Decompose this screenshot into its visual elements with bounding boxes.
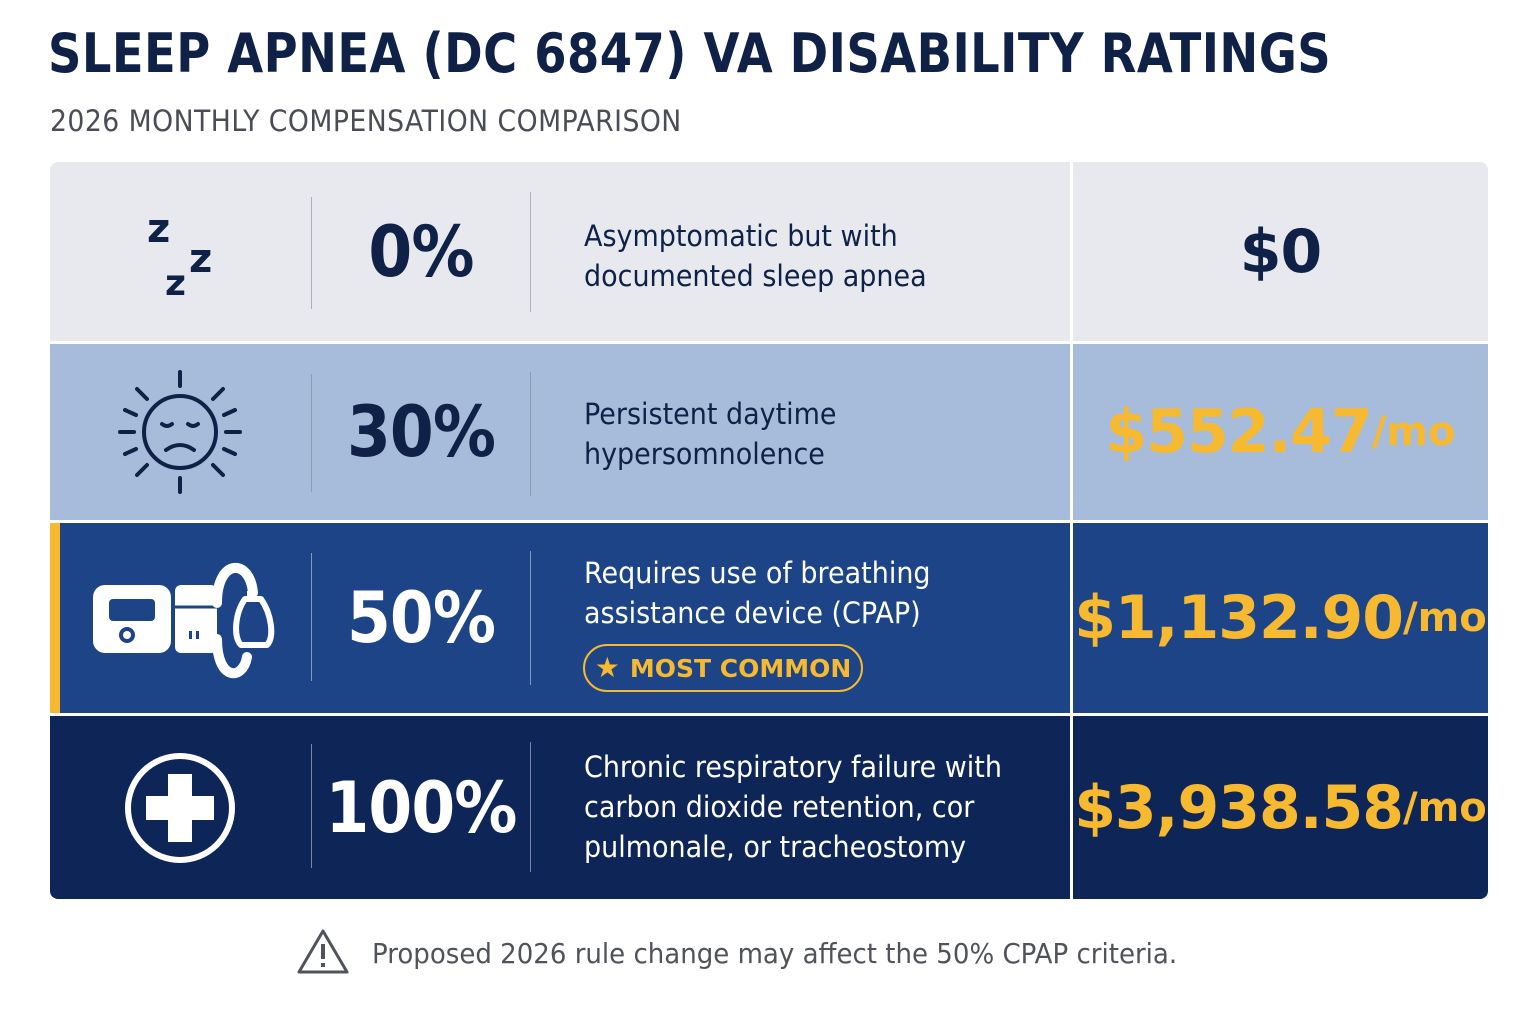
tired-sun-icon xyxy=(50,344,310,520)
zzz-sleep-icon: z z z xyxy=(50,162,310,341)
description-line: Persistent daytime xyxy=(584,397,837,431)
amount-divider xyxy=(1070,344,1073,520)
page-title: SLEEP APNEA (DC 6847) VA DISABILITY RATI… xyxy=(48,22,1332,85)
rating-row-30: 30% Persistent daytime hypersomnolence $… xyxy=(50,344,1488,520)
amount-unit: /mo xyxy=(1403,595,1487,641)
rating-percent: 30% xyxy=(346,391,496,473)
rating-amount: $552.47/mo xyxy=(1073,344,1488,520)
description-line: hypersomnolence xyxy=(584,437,825,471)
highlight-accent-bar xyxy=(50,523,60,713)
ratings-table: z z z 0% Asymptomatic but with documente… xyxy=(50,162,1488,899)
rating-percent: 50% xyxy=(346,577,496,659)
rating-amount: $3,938.58/mo xyxy=(1073,716,1488,899)
column-divider xyxy=(311,374,312,492)
page-subtitle: 2026 MONTHLY COMPENSATION COMPARISON xyxy=(50,104,682,138)
description-line: Asymptomatic but with xyxy=(584,219,898,253)
description-line: pulmonale, or tracheostomy xyxy=(584,830,967,864)
description-line: carbon dioxide retention, cor xyxy=(584,790,975,824)
svg-text:z: z xyxy=(147,206,170,252)
column-divider xyxy=(530,372,531,496)
column-divider xyxy=(311,553,312,681)
description-line: documented sleep apnea xyxy=(584,259,927,293)
column-divider xyxy=(530,742,531,872)
rating-amount: $0 xyxy=(1073,162,1488,341)
amount-value: $552.47 xyxy=(1105,397,1372,467)
amount-value: $1,132.90 xyxy=(1074,583,1404,653)
rating-percent: 0% xyxy=(368,210,474,293)
amount-unit: /mo xyxy=(1371,409,1456,455)
amount-value: $0 xyxy=(1239,216,1322,287)
footer-note: Proposed 2026 rule change may affect the… xyxy=(296,928,1238,978)
badge-label: MOST COMMON xyxy=(629,653,852,683)
rating-description: Chronic respiratory failure with carbon … xyxy=(584,747,1021,867)
rating-percent: 100% xyxy=(325,766,517,849)
rating-description: Requires use of breathing assistance dev… xyxy=(584,553,1021,633)
column-divider xyxy=(311,197,312,309)
amount-unit: /mo xyxy=(1403,784,1487,831)
amount-divider xyxy=(1070,523,1073,713)
svg-text:z: z xyxy=(189,236,212,282)
rating-description: Asymptomatic but with documented sleep a… xyxy=(584,216,1021,296)
rating-description: Persistent daytime hypersomnolence xyxy=(584,394,1021,474)
column-divider xyxy=(530,192,531,312)
description-line: assistance device (CPAP) xyxy=(584,596,921,630)
rating-row-100: 100% Chronic respiratory failure with ca… xyxy=(50,716,1488,899)
amount-divider xyxy=(1070,716,1073,899)
warning-icon xyxy=(296,927,350,980)
column-divider xyxy=(311,744,312,868)
cpap-machine-icon xyxy=(50,523,310,713)
rating-amount: $1,132.90/mo xyxy=(1073,523,1488,713)
medical-cross-icon xyxy=(50,716,310,899)
description-line: Requires use of breathing xyxy=(584,556,931,590)
column-divider xyxy=(530,551,531,685)
most-common-badge: ★ MOST COMMON xyxy=(583,644,863,692)
star-icon: ★ xyxy=(594,651,620,684)
amount-divider xyxy=(1070,162,1073,341)
description-line: Chronic respiratory failure with xyxy=(584,750,1002,784)
amount-value: $3,938.58 xyxy=(1074,772,1404,843)
svg-text:z: z xyxy=(165,263,186,304)
footer-note-text: Proposed 2026 rule change may affect the… xyxy=(372,936,1178,970)
rating-row-50: 50% Requires use of breathing assistance… xyxy=(50,523,1488,713)
rating-row-0: z z z 0% Asymptomatic but with documente… xyxy=(50,162,1488,341)
